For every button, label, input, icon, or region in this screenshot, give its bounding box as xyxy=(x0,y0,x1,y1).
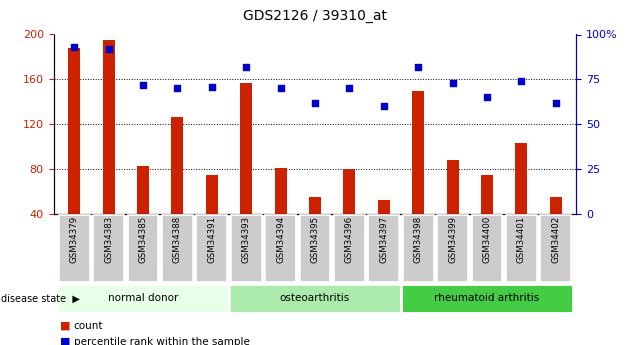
Point xyxy=(447,80,457,86)
FancyBboxPatch shape xyxy=(59,215,89,282)
Text: GSM34388: GSM34388 xyxy=(173,216,182,263)
Text: ■: ■ xyxy=(60,321,71,331)
Text: GSM34394: GSM34394 xyxy=(276,216,285,263)
Text: GSM34396: GSM34396 xyxy=(345,216,354,263)
FancyBboxPatch shape xyxy=(229,284,401,313)
Bar xyxy=(378,200,390,259)
FancyBboxPatch shape xyxy=(162,215,193,282)
FancyBboxPatch shape xyxy=(57,284,229,313)
Point xyxy=(379,104,389,109)
Point xyxy=(551,100,561,106)
Text: percentile rank within the sample: percentile rank within the sample xyxy=(74,337,249,345)
Bar xyxy=(481,175,493,259)
Bar xyxy=(309,197,321,259)
FancyBboxPatch shape xyxy=(506,215,537,282)
Text: disease state  ▶: disease state ▶ xyxy=(1,294,80,303)
Point xyxy=(173,86,183,91)
FancyBboxPatch shape xyxy=(437,215,468,282)
Bar xyxy=(206,175,218,259)
Text: GDS2126 / 39310_at: GDS2126 / 39310_at xyxy=(243,9,387,23)
Point xyxy=(69,44,79,50)
Point xyxy=(138,82,148,88)
Text: GSM34398: GSM34398 xyxy=(414,216,423,263)
Bar xyxy=(550,197,562,259)
Point xyxy=(103,46,113,52)
Text: GSM34391: GSM34391 xyxy=(207,216,216,263)
FancyBboxPatch shape xyxy=(541,215,571,282)
Text: GSM34379: GSM34379 xyxy=(70,216,79,263)
Bar xyxy=(137,166,149,259)
Bar xyxy=(447,160,459,259)
FancyBboxPatch shape xyxy=(401,284,573,313)
Text: ■: ■ xyxy=(60,337,71,345)
Bar xyxy=(343,169,355,259)
FancyBboxPatch shape xyxy=(231,215,261,282)
Bar xyxy=(515,143,527,259)
Bar xyxy=(412,90,424,259)
FancyBboxPatch shape xyxy=(299,215,331,282)
Bar xyxy=(103,40,115,259)
Point xyxy=(482,95,492,100)
Point xyxy=(241,64,251,70)
Text: GSM34402: GSM34402 xyxy=(551,216,560,263)
Text: GSM34400: GSM34400 xyxy=(483,216,491,263)
Bar xyxy=(240,83,252,259)
Bar xyxy=(68,48,80,259)
Bar xyxy=(275,168,287,259)
Text: GSM34393: GSM34393 xyxy=(242,216,251,263)
Text: count: count xyxy=(74,321,103,331)
Point xyxy=(345,86,355,91)
Point xyxy=(517,78,527,84)
FancyBboxPatch shape xyxy=(334,215,365,282)
FancyBboxPatch shape xyxy=(265,215,296,282)
Point xyxy=(207,84,217,89)
Text: GSM34401: GSM34401 xyxy=(517,216,526,263)
Text: GSM34385: GSM34385 xyxy=(139,216,147,263)
Point xyxy=(413,64,423,70)
Text: GSM34395: GSM34395 xyxy=(311,216,319,263)
FancyBboxPatch shape xyxy=(403,215,433,282)
Point xyxy=(310,100,320,106)
Text: osteoarthritis: osteoarthritis xyxy=(280,294,350,303)
FancyBboxPatch shape xyxy=(93,215,124,282)
Text: GSM34383: GSM34383 xyxy=(104,216,113,263)
Text: rheumatoid arthritis: rheumatoid arthritis xyxy=(434,294,540,303)
FancyBboxPatch shape xyxy=(471,215,503,282)
Text: GSM34399: GSM34399 xyxy=(448,216,457,263)
FancyBboxPatch shape xyxy=(197,215,227,282)
Text: normal donor: normal donor xyxy=(108,294,178,303)
FancyBboxPatch shape xyxy=(369,215,399,282)
Text: GSM34397: GSM34397 xyxy=(379,216,388,263)
FancyBboxPatch shape xyxy=(127,215,159,282)
Bar xyxy=(171,117,183,259)
Point xyxy=(275,86,285,91)
